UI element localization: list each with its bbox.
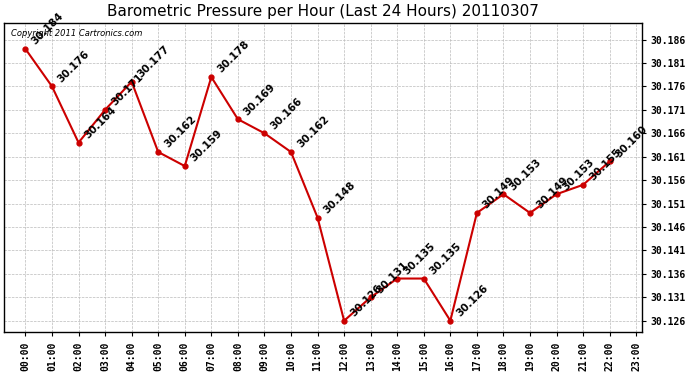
Text: 30.171: 30.171	[109, 72, 145, 108]
Text: 30.162: 30.162	[295, 114, 331, 150]
Text: 30.135: 30.135	[402, 241, 437, 276]
Text: 30.169: 30.169	[242, 82, 277, 117]
Text: 30.184: 30.184	[30, 11, 65, 47]
Title: Barometric Pressure per Hour (Last 24 Hours) 20110307: Barometric Pressure per Hour (Last 24 Ho…	[107, 4, 539, 19]
Text: 30.177: 30.177	[136, 44, 172, 80]
Text: 30.135: 30.135	[428, 241, 464, 276]
Text: 30.159: 30.159	[189, 129, 224, 164]
Text: 30.160: 30.160	[614, 124, 649, 159]
Text: 30.153: 30.153	[561, 156, 596, 192]
Text: Copyright 2011 Cartronics.com: Copyright 2011 Cartronics.com	[10, 29, 142, 38]
Text: 30.149: 30.149	[534, 175, 570, 211]
Text: 30.153: 30.153	[508, 156, 543, 192]
Text: 30.155: 30.155	[587, 147, 623, 183]
Text: 30.149: 30.149	[481, 175, 517, 211]
Text: 30.164: 30.164	[83, 105, 118, 141]
Text: 30.131: 30.131	[375, 260, 411, 295]
Text: 30.162: 30.162	[162, 114, 198, 150]
Text: 30.166: 30.166	[268, 96, 304, 131]
Text: 30.126: 30.126	[455, 283, 490, 318]
Text: 30.178: 30.178	[215, 39, 251, 75]
Text: 30.126: 30.126	[348, 283, 384, 318]
Text: 30.176: 30.176	[56, 49, 92, 84]
Text: 30.148: 30.148	[322, 180, 357, 216]
